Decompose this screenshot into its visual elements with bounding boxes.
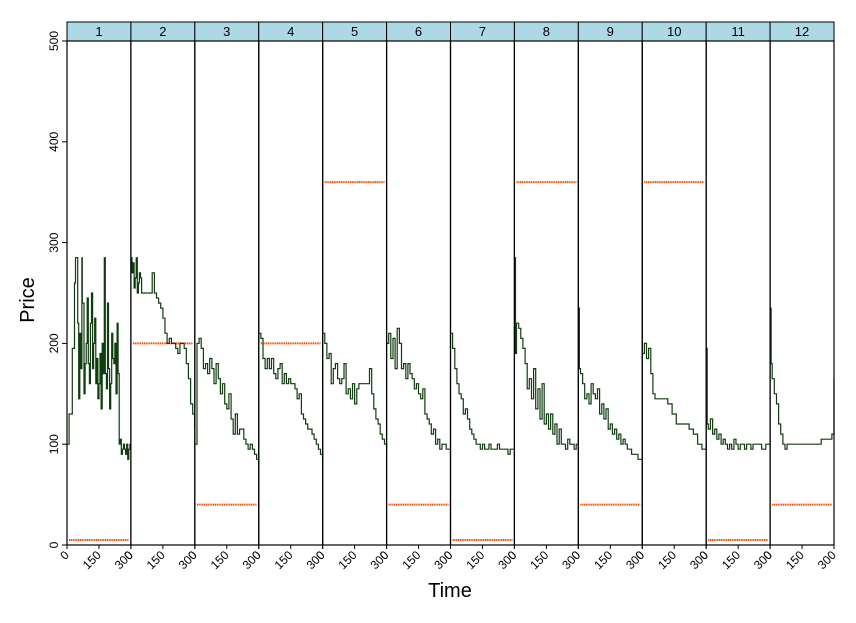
panel-strip-label: 11 — [731, 24, 745, 39]
panel-strip-label: 7 — [479, 24, 486, 39]
panels: 1 2 3 4 5 6 7 8 9 10 11 12 — [66, 21, 835, 546]
panel-5: 5 — [322, 21, 388, 546]
x-tick-label: 150 — [655, 548, 679, 572]
panel-strip-label: 1 — [95, 24, 102, 39]
price-line — [642, 342, 707, 450]
price-line — [770, 307, 835, 450]
panel-9: 9 — [577, 21, 643, 546]
x-tick-label: 150 — [336, 548, 360, 572]
price-line — [194, 337, 260, 465]
y-tick-label: 0 — [47, 541, 61, 548]
panel-frame — [66, 40, 132, 546]
panel-10: 10 — [641, 21, 707, 546]
panel-6: 6 — [385, 21, 452, 546]
x-tick-label: 0 — [57, 548, 72, 563]
x-tick-label: 150 — [719, 548, 743, 572]
x-tick-label: 300 — [815, 548, 839, 572]
panel-frame — [130, 40, 196, 546]
x-axis-title: Time — [428, 580, 472, 602]
panel-strip-label: 2 — [159, 24, 166, 39]
panel-strip-label: 8 — [543, 24, 550, 39]
y-axis: 0 100 200 300 400 500 — [47, 31, 67, 548]
panel-strip-label: 4 — [287, 24, 294, 39]
panel-frame — [385, 40, 452, 546]
price-line — [258, 332, 324, 460]
x-tick-label: 150 — [272, 548, 296, 572]
panel-4: 4 — [258, 21, 324, 546]
panel-frame — [641, 40, 707, 546]
y-tick-label: 300 — [47, 232, 61, 252]
panel-frame — [513, 40, 579, 546]
x-tick-label: 150 — [783, 548, 807, 572]
price-line — [514, 257, 579, 450]
y-tick-label: 100 — [47, 434, 61, 454]
y-axis-title: Price — [17, 277, 39, 323]
x-tick-label: 150 — [527, 548, 551, 572]
panel-1: 1 — [66, 21, 132, 546]
price-line — [386, 327, 452, 450]
panel-strip-label: 5 — [351, 24, 358, 39]
x-tick-label: 150 — [208, 548, 232, 572]
panel-12: 12 — [769, 21, 835, 546]
price-line — [67, 257, 131, 460]
panel-8: 8 — [513, 21, 579, 546]
panel-frame — [769, 40, 835, 546]
panel-7: 7 — [449, 21, 516, 546]
price-line — [706, 347, 771, 450]
x-tick-label: 150 — [399, 548, 423, 572]
price-line — [322, 332, 388, 450]
panel-11: 11 — [705, 21, 771, 546]
price-line — [450, 332, 515, 455]
price-line — [578, 307, 643, 460]
x-tick-label: 150 — [463, 548, 487, 572]
panel-3: 3 — [194, 21, 260, 546]
x-tick-label: 150 — [591, 548, 615, 572]
y-tick-label: 400 — [47, 131, 61, 151]
panel-strip-label: 12 — [795, 24, 809, 39]
panel-strip-label: 9 — [607, 24, 614, 39]
panel-frame — [705, 40, 771, 546]
panel-frame — [449, 40, 516, 546]
y-tick-label: 500 — [47, 31, 61, 51]
panel-2: 2 — [130, 21, 196, 546]
x-tick-label: 150 — [144, 548, 168, 572]
panel-strip-label: 6 — [415, 24, 422, 39]
panel-frame — [322, 40, 388, 546]
y-tick-label: 200 — [47, 333, 61, 353]
panel-frame — [194, 40, 260, 546]
panel-frame — [258, 40, 324, 546]
panel-frame — [577, 40, 643, 546]
x-tick-label: 150 — [80, 548, 104, 572]
price-line — [130, 257, 196, 430]
panel-strip-label: 10 — [667, 24, 681, 39]
panel-strip-label: 3 — [223, 24, 230, 39]
